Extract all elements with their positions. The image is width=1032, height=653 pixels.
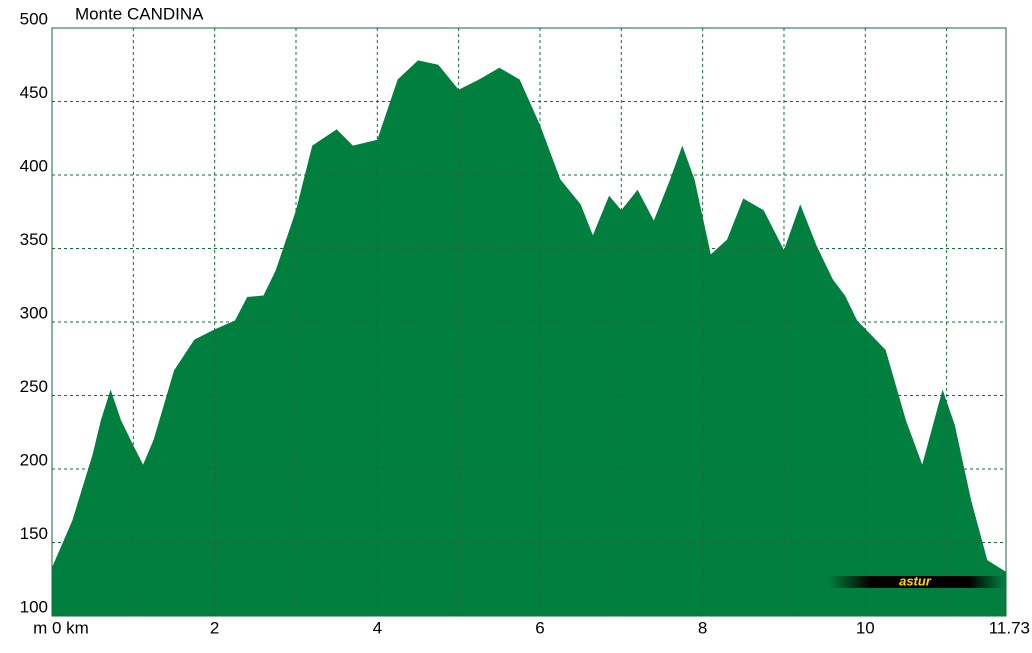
x-tick-label: 11.73: [989, 618, 1030, 637]
elevation-area: [52, 60, 1006, 616]
y-tick-label: 200: [20, 450, 48, 469]
y-tick-label: 350: [20, 230, 48, 249]
x-tick-label: 4: [373, 618, 382, 637]
x-tick-label: 10: [856, 618, 875, 637]
y-tick-label: 100: [20, 597, 48, 616]
y-tick-label: 300: [20, 303, 48, 322]
y-tick-label: 250: [20, 377, 48, 396]
y-tick-label: 150: [20, 524, 48, 543]
logo-band: [828, 576, 1004, 588]
x-tick-label: m 0 km: [33, 618, 89, 637]
y-tick-label: 400: [20, 156, 48, 175]
x-tick-label: 6: [535, 618, 544, 637]
y-tick-label: 450: [20, 83, 48, 102]
chart-title: Monte CANDINA: [75, 4, 204, 23]
x-tick-label: 8: [698, 618, 707, 637]
plot-border: [51, 27, 1007, 617]
logo: astur: [899, 573, 932, 588]
y-tick-label: 500: [20, 9, 48, 28]
x-tick-label: 2: [210, 618, 219, 637]
